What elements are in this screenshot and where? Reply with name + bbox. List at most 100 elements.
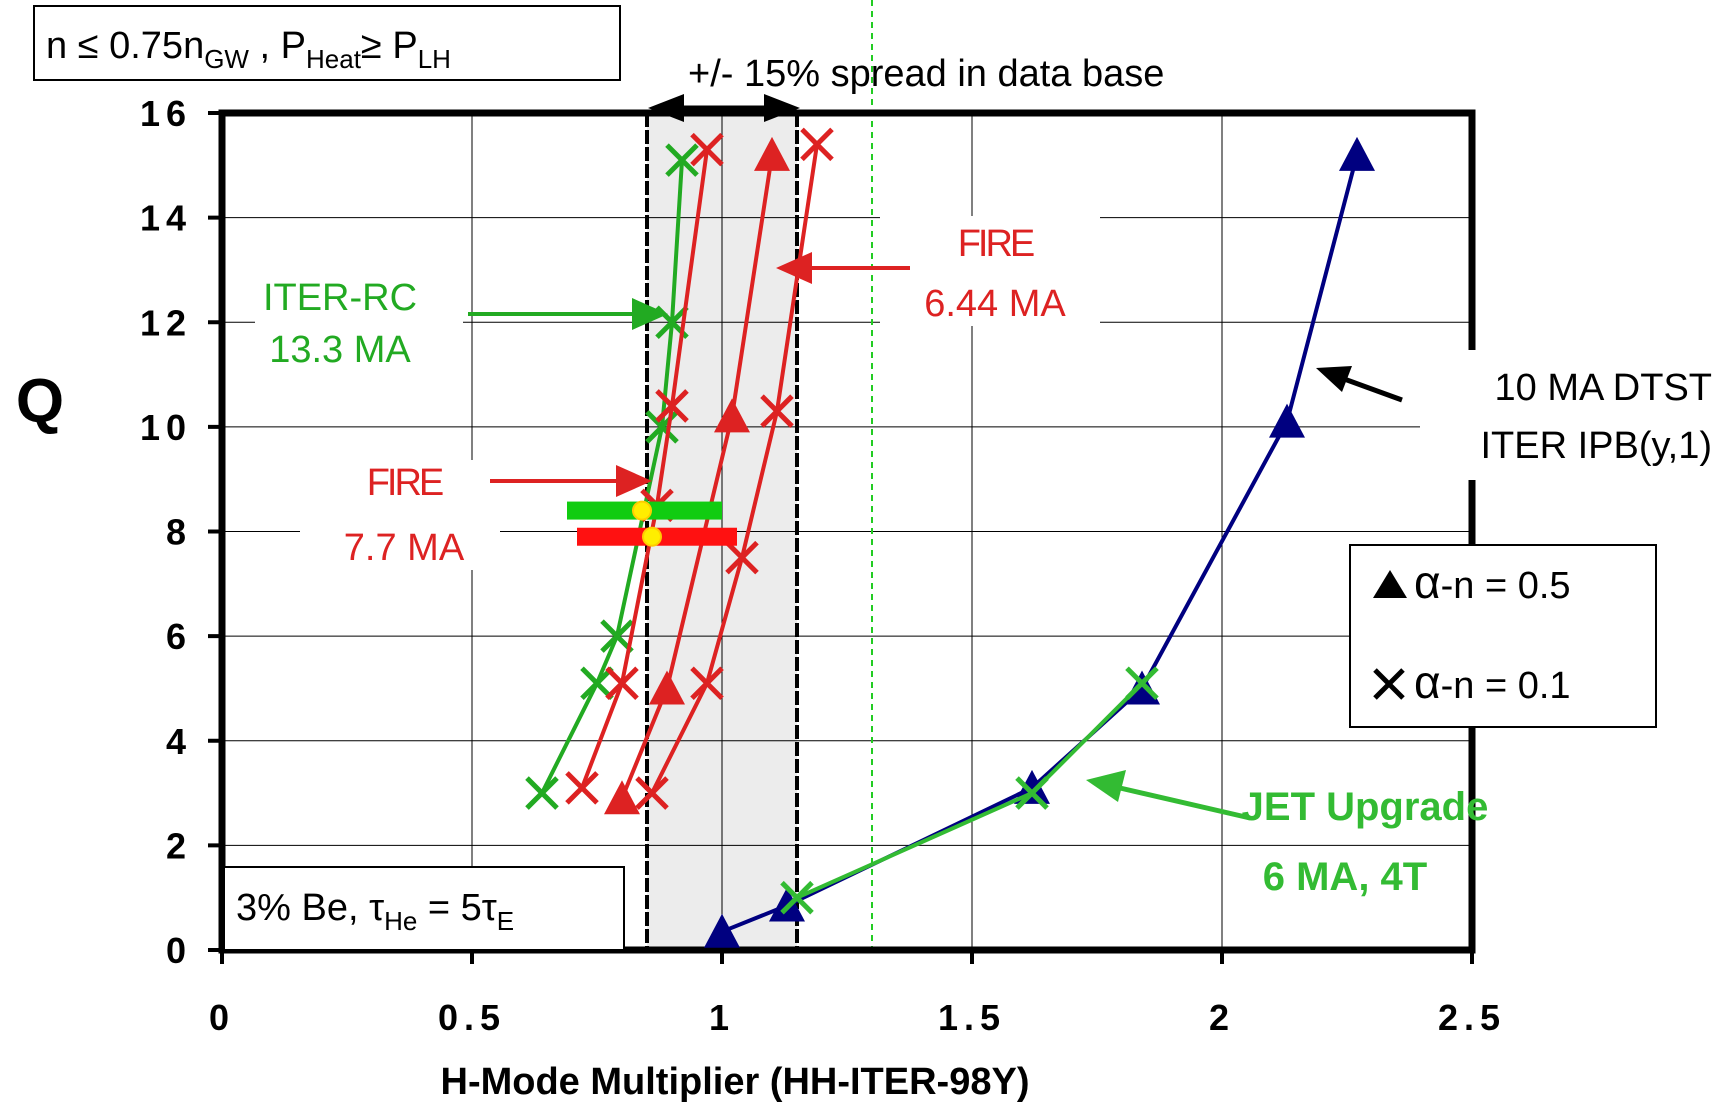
y-tick-label: 8: [166, 512, 192, 553]
heat-subscript: Heat: [306, 44, 362, 74]
svg-text:13.3 MA: 13.3 MA: [269, 329, 411, 371]
data-point-cross: [690, 666, 724, 700]
data-point-triangle: [1124, 670, 1160, 705]
cross-stroke: [1015, 776, 1049, 810]
cross-stroke: [600, 619, 634, 653]
svg-text:α-n = 0.5: α-n = 0.5: [1414, 556, 1571, 608]
legend: α-n = 0.5 α-n = 0.1: [1349, 544, 1657, 728]
data-point-triangle: [704, 913, 740, 948]
x-axis-title: H-Mode Multiplier (HH-ITER-98Y): [441, 1061, 1030, 1103]
data-point-cross: [525, 776, 559, 810]
cross-stroke: [760, 394, 794, 428]
legend-label-tri: -n = 0.5: [1441, 565, 1571, 607]
y-tick-label: 10: [140, 407, 192, 448]
data-point-triangle: [1339, 136, 1375, 171]
arrow-head-icon: [632, 298, 668, 330]
y-tick-label: 16: [140, 93, 192, 134]
series-line: [796, 681, 1144, 900]
data-point-cross: [600, 619, 634, 653]
series-2: [604, 136, 790, 815]
data-point-triangle: [754, 136, 790, 171]
cross-stroke: [635, 776, 669, 810]
x-ticks: 0 0.5 1 1.5 2 2.5: [209, 950, 1506, 1038]
arrow-head-icon: [776, 252, 812, 284]
data-point-cross: [725, 540, 759, 575]
x-tick-label: 1: [709, 997, 735, 1038]
data-point-cross: [635, 776, 669, 810]
legend-label-cross: -n = 0.1: [1441, 665, 1571, 707]
ge-text: ≥ P: [361, 25, 418, 67]
x-tick-label: 0: [209, 997, 235, 1038]
cross-stroke: [525, 776, 559, 810]
data-point-cross: [780, 880, 814, 915]
data-point-cross: [580, 666, 614, 700]
cross-stroke: [780, 880, 814, 915]
data-point-triangle: [714, 398, 750, 433]
e-subscript: E: [497, 906, 514, 936]
svg-text:10 MA DTST: 10 MA DTST: [1495, 367, 1713, 409]
spread-arrow: [648, 94, 800, 122]
cross-stroke: [565, 771, 599, 805]
y-tick-label: 14: [140, 198, 192, 239]
density-condition-text: n ≤ 0.75n: [46, 25, 204, 67]
series-group: [525, 127, 1375, 948]
legend-alpha-1: α: [1414, 556, 1441, 608]
iter-rc-annotation: ITER-RC 13.3 MA: [255, 268, 668, 378]
svg-text:ITER-RC: ITER-RC: [263, 277, 417, 319]
series-5: [780, 666, 1159, 915]
data-point-cross: [760, 394, 794, 428]
fire-644-annotation: FIRE 6.44 MA: [776, 216, 1100, 326]
svg-text:n ≤ 0.75nGW , PHeat≥ PLH: n ≤ 0.75nGW , PHeat≥ PLH: [46, 25, 451, 74]
x-tick-label: 2.5: [1438, 997, 1506, 1038]
be-text: 3% Be, τ: [236, 887, 384, 929]
data-point-triangle: [649, 670, 685, 705]
y-ticks: 0 2 4 6 8 10 12 14 16: [140, 93, 222, 971]
series-3: [635, 127, 834, 810]
arrow-head-icon: [1316, 366, 1352, 392]
series-line: [620, 154, 774, 800]
y-tick-label: 0: [166, 930, 192, 971]
svg-text:ITER IPB(y,1): ITER IPB(y,1): [1480, 425, 1712, 467]
data-point-cross: [800, 127, 834, 162]
cross-stroke: [580, 666, 614, 700]
cross-stroke: [605, 666, 639, 700]
svg-text:JET Upgrade: JET Upgrade: [1242, 785, 1489, 829]
y-tick-label: 6: [166, 616, 192, 657]
data-point-cross: [605, 666, 639, 700]
cross-stroke: [655, 305, 689, 340]
svg-text:7.7 MA: 7.7 MA: [344, 527, 465, 569]
legend-triangle-icon: [1373, 570, 1407, 598]
operating-point: [632, 500, 652, 521]
x-tick-label: 1.5: [938, 997, 1006, 1038]
density-condition-box: n ≤ 0.75nGW , PHeat≥ PLH: [33, 5, 621, 81]
cross-stroke: [655, 389, 689, 423]
lh-subscript: LH: [418, 44, 451, 74]
y-axis-title: Q: [16, 367, 64, 436]
svg-text:FIRE: FIRE: [958, 223, 1034, 265]
data-point-triangle: [1269, 403, 1305, 438]
cross-stroke: [800, 127, 834, 162]
svg-text:6 MA, 4T: 6 MA, 4T: [1263, 855, 1427, 899]
svg-text:6.44 MA: 6.44 MA: [924, 283, 1066, 325]
dtst-annotation: 10 MA DTST ITER IPB(y,1): [1316, 350, 1716, 480]
y-tick-label: 4: [166, 721, 192, 762]
data-point-triangle: [604, 780, 640, 815]
data-point-cross: [665, 143, 699, 177]
cross-stroke: [725, 540, 759, 575]
svg-text:3% Be, τHe = 5τE: 3% Be, τHe = 5τE: [236, 887, 514, 936]
operating-bars: [567, 500, 737, 547]
fire-77-annotation: FIRE 7.7 MA: [300, 460, 652, 570]
arrow-head-icon: [616, 465, 652, 497]
svg-text:α-n = 0.1: α-n = 0.1: [1414, 656, 1571, 708]
cross-stroke: [690, 132, 724, 167]
data-point-cross: [1015, 776, 1049, 810]
heating-text: , P: [249, 25, 306, 67]
jet-annotation: JET Upgrade 6 MA, 4T: [1086, 770, 1488, 899]
data-point-cross: [655, 389, 689, 423]
tau-e-text: = 5τ: [417, 887, 496, 929]
data-point-cross: [565, 771, 599, 805]
he-subscript: He: [384, 906, 417, 936]
spread-label: +/- 15% spread in data base: [688, 53, 1164, 95]
operating-point: [642, 526, 662, 547]
